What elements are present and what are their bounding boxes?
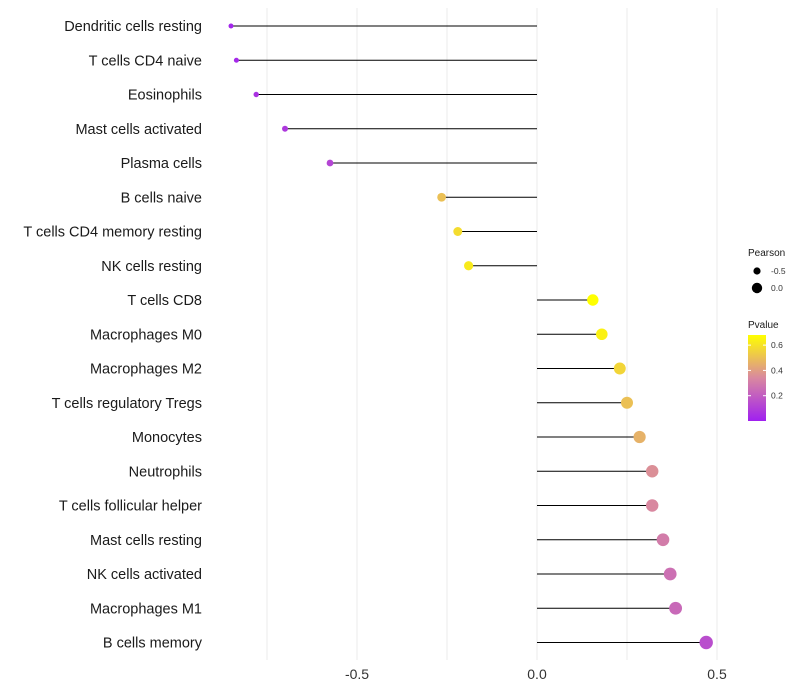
lollipop-point: [669, 601, 683, 615]
lollipop-segments: [231, 25, 707, 643]
lollipop-point: [645, 499, 659, 512]
lollipop-point: [464, 261, 474, 271]
legend-color-label: 0.4: [771, 365, 783, 375]
lollipop-point: [596, 328, 608, 341]
legend-pearson-title: Pearson: [748, 248, 785, 259]
category-label: B cells memory: [103, 636, 203, 652]
category-label: Macrophages M2: [90, 362, 202, 378]
gridlines: [266, 8, 718, 660]
category-label: T cells follicular helper: [59, 499, 202, 515]
category-label: T cells regulatory Tregs: [52, 396, 202, 412]
legend-size-label: 0.0: [771, 283, 783, 293]
category-label: B cells naive: [121, 190, 202, 206]
lollipop-point: [587, 294, 599, 306]
lollipop-point: [233, 57, 239, 63]
lollipop-point: [253, 91, 259, 98]
legend-color-bar: [748, 335, 766, 421]
category-label: Mast cells resting: [90, 533, 202, 549]
x-axis-ticks: -0.5 0.0 0.5: [345, 666, 727, 682]
legend-size-key: [751, 282, 763, 294]
category-label: NK cells activated: [87, 567, 202, 583]
lollipop-point: [326, 159, 334, 167]
lollipop-point: [282, 125, 288, 132]
x-tick-label: -0.5: [345, 666, 369, 682]
category-label: T cells CD8: [127, 293, 202, 309]
category-label: Mast cells activated: [75, 122, 202, 138]
legend-pvalue-title: Pvalue: [748, 320, 779, 331]
category-label: Macrophages M0: [90, 327, 202, 343]
category-label: NK cells resting: [101, 259, 202, 275]
lollipop-point: [633, 430, 646, 444]
category-label: Monocytes: [132, 430, 202, 446]
legend-pearson: Pearson -0.5 0.0: [748, 248, 786, 294]
x-tick-label: 0.0: [527, 666, 547, 682]
category-label: T cells CD4 memory resting: [23, 225, 202, 241]
legend-size-key: [753, 267, 761, 275]
lollipop-point: [645, 465, 659, 478]
lollipop-point: [663, 567, 677, 581]
category-label: Neutrophils: [129, 464, 202, 480]
category-label: Plasma cells: [121, 156, 202, 172]
category-label: Macrophages M1: [90, 601, 202, 617]
x-tick-label: 0.5: [707, 666, 727, 682]
lollipop-point: [613, 362, 626, 375]
lollipop-point: [621, 396, 633, 409]
legend-size-label: -0.5: [771, 266, 786, 276]
lollipop-points: [228, 23, 713, 650]
lollipop-point: [699, 635, 713, 650]
lollipop-point: [437, 192, 446, 202]
lollipop-point: [453, 227, 463, 236]
lollipop-point: [656, 533, 670, 547]
category-label: Dendritic cells resting: [64, 19, 202, 35]
category-label: T cells CD4 naive: [89, 53, 202, 69]
lollipop-point: [228, 23, 234, 29]
legend-pvalue: Pvalue 0.6 0.4 0.2: [748, 320, 783, 421]
category-labels: Dendritic cells resting T cells CD4 naive…: [23, 19, 202, 652]
category-label: Eosinophils: [128, 88, 202, 104]
legend-color-label: 0.6: [771, 340, 783, 350]
legend-color-label: 0.2: [771, 391, 783, 401]
